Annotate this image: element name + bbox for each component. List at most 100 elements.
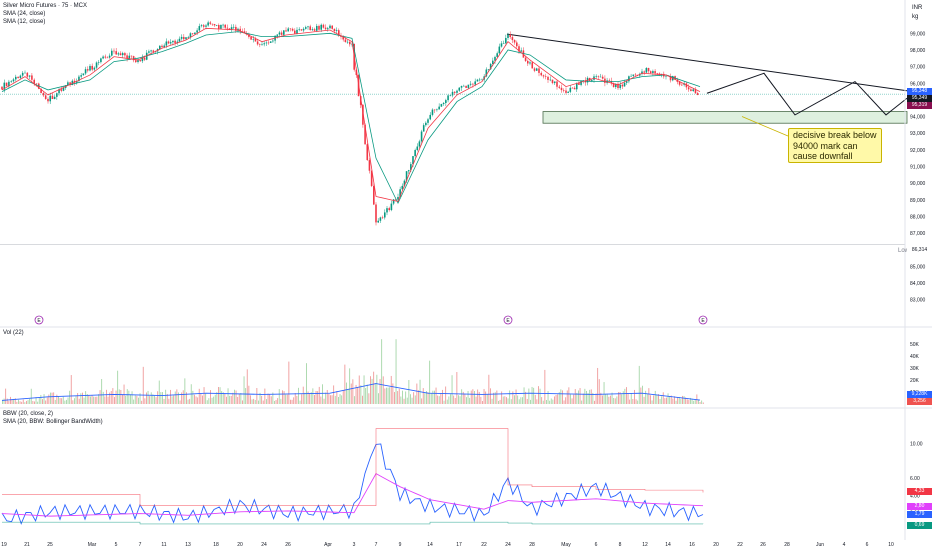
candle-body xyxy=(93,67,96,70)
candle-body xyxy=(612,83,615,88)
volume-bar xyxy=(395,339,397,404)
volume-bar xyxy=(605,394,607,404)
volume-bar xyxy=(434,390,435,404)
volume-legend[interactable]: Vol (22) xyxy=(3,330,24,336)
volume-bar xyxy=(42,399,43,404)
volume-bar xyxy=(458,395,459,404)
volume-bar xyxy=(51,392,53,404)
volume-bar xyxy=(642,385,643,404)
sma12-legend[interactable]: SMA (12, close) xyxy=(3,19,46,25)
volume-bar xyxy=(99,390,101,404)
volume-bar xyxy=(341,395,343,404)
candle-body xyxy=(370,170,373,186)
candle-body xyxy=(139,60,141,62)
candle-body xyxy=(309,26,311,31)
candle-body xyxy=(311,29,314,31)
volume-bar xyxy=(88,395,90,404)
candle-body xyxy=(692,89,694,91)
candle-body xyxy=(649,71,652,73)
candle-body xyxy=(159,45,161,49)
volume-bar xyxy=(37,401,39,404)
volume-bar xyxy=(189,398,191,404)
candle-body xyxy=(17,76,19,79)
x-tick-label: 22 xyxy=(737,542,743,548)
candle-body xyxy=(565,90,567,93)
candle-body xyxy=(392,199,395,204)
volume-bar xyxy=(662,392,664,404)
volume-bar xyxy=(443,400,445,404)
candle-body xyxy=(241,31,244,32)
volume-bar xyxy=(251,399,253,404)
bbw-sma-legend[interactable]: SMA (20, BBW: Bollinger BandWidth) xyxy=(3,419,103,425)
candle-body xyxy=(40,88,42,94)
volume-bar xyxy=(405,391,407,404)
candle-body xyxy=(252,39,255,40)
volume-bar xyxy=(355,384,357,404)
volume-bar xyxy=(309,393,311,404)
sma24-legend[interactable]: SMA (24, close) xyxy=(3,11,46,17)
volume-bar xyxy=(542,400,544,404)
volume-bar xyxy=(139,393,141,404)
volume-bar xyxy=(75,395,77,404)
volume-bar xyxy=(613,397,615,404)
volume-bar xyxy=(579,388,581,404)
candle-body xyxy=(615,83,617,88)
volume-bar xyxy=(149,396,151,404)
volume-bar xyxy=(205,393,207,404)
candle-body xyxy=(540,72,543,76)
x-tick-label: 4 xyxy=(843,542,846,548)
volume-bar xyxy=(387,387,389,404)
volume-bar xyxy=(608,396,610,404)
candle-body xyxy=(442,103,445,105)
volume-bar xyxy=(624,388,626,404)
volume-bar xyxy=(693,400,695,404)
candle-body xyxy=(551,79,554,84)
candle-body xyxy=(665,75,667,77)
volume-bar xyxy=(573,394,575,404)
volume-bar xyxy=(352,379,354,404)
volume-bar xyxy=(701,400,703,404)
volume-pane[interactable] xyxy=(1,339,704,404)
bbw-pane[interactable] xyxy=(1,428,704,525)
volume-bar xyxy=(598,379,600,404)
candle-body xyxy=(243,31,246,33)
volume-bar xyxy=(392,383,394,404)
volume-bar xyxy=(643,396,645,404)
candle-body xyxy=(652,71,654,73)
candle-body xyxy=(502,43,505,44)
candle-body xyxy=(362,104,364,125)
vol-tag-last: 3,256 xyxy=(907,398,932,405)
volume-bar xyxy=(362,395,363,404)
candle-body xyxy=(342,36,344,40)
candle-body xyxy=(104,56,107,58)
candle-body xyxy=(578,83,580,85)
volume-bar xyxy=(685,397,687,404)
annotation-callout[interactable]: decisive break below 94000 mark can caus… xyxy=(788,128,882,163)
candle-body xyxy=(161,45,163,47)
volume-bar xyxy=(686,399,688,404)
x-tick-label: 25 xyxy=(47,542,53,548)
bbw-tick-label: 4.00 xyxy=(910,493,920,499)
volume-bar xyxy=(411,397,413,404)
candle-body xyxy=(390,203,393,211)
candle-body xyxy=(474,81,476,85)
volume-bar xyxy=(216,392,218,404)
candle-body xyxy=(608,80,611,81)
candle-body xyxy=(322,24,325,28)
volume-bar xyxy=(144,398,146,404)
x-tick-label: 21 xyxy=(24,542,30,548)
candle-body xyxy=(518,46,520,52)
bbw-legend[interactable]: BBW (20, close, 2) xyxy=(3,411,54,417)
candle-body xyxy=(681,84,683,86)
candle-body xyxy=(556,81,558,87)
volume-bar xyxy=(282,390,283,404)
volume-bar xyxy=(646,393,648,404)
candle-body xyxy=(224,24,226,28)
volume-bar xyxy=(445,386,447,404)
volume-bar xyxy=(602,395,603,404)
volume-bar xyxy=(658,394,659,404)
candle-body xyxy=(305,27,307,29)
candle-body xyxy=(47,98,49,102)
